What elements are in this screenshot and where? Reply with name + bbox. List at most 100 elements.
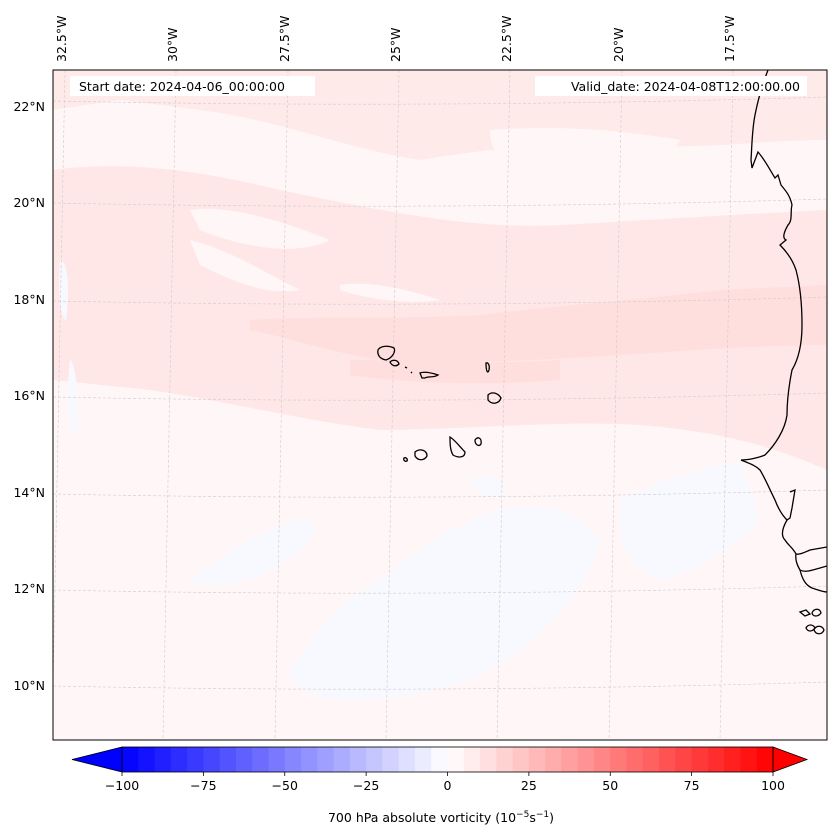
colorbar-segment [756, 747, 774, 772]
colorbar-segments [122, 747, 774, 772]
colorbar-segment [642, 747, 660, 772]
colorbar-segment [707, 747, 725, 772]
lon-label-17-5w: 17.5°W [722, 16, 737, 62]
meridian-line [719, 70, 734, 740]
field-neg-4 [470, 475, 506, 497]
island-sao-vicente [389, 359, 400, 367]
colorbar-segment [724, 747, 741, 772]
island-brava [403, 457, 408, 462]
colorbar-ticks: −100 −75 −50 −25 0 25 50 75 100 [105, 772, 785, 793]
field-gap-2 [190, 240, 300, 292]
field-gap-3 [490, 128, 680, 180]
island-branco [410, 371, 413, 374]
colorbar-segment [447, 747, 465, 772]
island-sal [485, 362, 490, 373]
lat-label-10n: 10°N [13, 678, 45, 693]
colorbar-segment [252, 747, 269, 772]
colorbar-tick-label: 75 [684, 778, 700, 793]
colorbar-segment [235, 747, 253, 772]
parallel-line [53, 96, 827, 105]
colorbar-segment [496, 747, 514, 772]
colorbar-label-exp1: −5 [516, 810, 529, 820]
lat-label-12n: 12°N [13, 581, 45, 596]
colorbar-segment [187, 747, 204, 772]
colorbar-tick-label: −75 [190, 778, 216, 793]
meridian-line [496, 70, 511, 740]
lon-label-32-5w: 32.5°W [54, 16, 69, 62]
vorticity-field [53, 70, 827, 740]
colorbar-label: 700 hPa absolute vorticity (10−5s−1) [328, 810, 554, 825]
colorbar-segment [740, 747, 758, 772]
colorbar-tick-label: 50 [602, 778, 618, 793]
start-date-box [70, 76, 315, 96]
parallel-line [53, 681, 827, 690]
parallel-line [53, 585, 827, 594]
colorbar-segment [170, 747, 188, 772]
field-gap-4 [340, 283, 440, 302]
senegal-coastline [740, 459, 827, 555]
field-neg-5 [59, 260, 68, 320]
lat-label-18n: 18°N [13, 292, 45, 307]
colorbar-label-end: ) [549, 810, 554, 825]
lon-label-27-5w: 27.5°W [277, 16, 292, 62]
colorbar-segment [154, 747, 172, 772]
island-sao-nicolau [419, 371, 440, 379]
gridlines [53, 70, 827, 740]
start-date-label: Start date: 2024-04-06_00:00:00 [79, 79, 285, 94]
colorbar-label-main: 700 hPa absolute vorticity (10 [328, 810, 516, 825]
lat-label-20n: 20°N [13, 195, 45, 210]
colorbar-segment [203, 747, 221, 772]
lon-label-22-5w: 22.5°W [499, 16, 514, 62]
parallel-line [53, 489, 827, 498]
lat-label-14n: 14°N [13, 485, 45, 500]
colorbar-segment [528, 747, 546, 772]
lat-label-16n: 16°N [13, 388, 45, 403]
island-santo-antao [377, 345, 396, 361]
colorbar-extend-high [772, 746, 809, 773]
field-neg-2 [290, 506, 600, 700]
colorbar-segment [463, 747, 481, 772]
field-gap-1 [190, 209, 330, 249]
colorbar: −100 −75 −50 −25 0 25 50 75 100 700 hPa absolute… [71, 746, 809, 825]
colorbar-segment [512, 747, 530, 772]
colorbar-label-exp2: −1 [536, 810, 549, 820]
colorbar-segment [480, 747, 497, 772]
colorbar-segment [349, 747, 367, 772]
guinea-bissau-coast [799, 569, 827, 593]
colorbar-segment [659, 747, 676, 772]
colorbar-segment [691, 747, 709, 772]
island-boa-vista [487, 392, 502, 404]
lon-label-25w: 25°W [388, 27, 403, 62]
colorbar-tick-label: −100 [105, 778, 139, 793]
meridian-line [385, 70, 400, 740]
colorbar-tick-label: −50 [272, 778, 298, 793]
colorbar-segment [593, 747, 611, 772]
island-santiago [449, 435, 466, 458]
colorbar-segment [284, 747, 302, 772]
colorbar-segment [398, 747, 416, 772]
island-maio [474, 437, 482, 447]
colorbar-segment [268, 747, 286, 772]
lon-label-20w: 20°W [611, 27, 626, 62]
colorbar-tick-label: 25 [521, 778, 537, 793]
colorbar-segment [219, 747, 237, 772]
meridian-line [608, 70, 623, 740]
lon-label-30w: 30°W [165, 27, 180, 62]
parallel-line [53, 296, 827, 305]
colorbar-extend-low [71, 746, 123, 773]
map-frame [52, 69, 828, 741]
valid-date-label: Valid_date: 2024-04-08T12:00:00.00 [571, 79, 800, 94]
colorbar-segment [138, 747, 156, 772]
colorbar-tick-label: 0 [444, 778, 452, 793]
colorbar-segment [414, 747, 432, 772]
island-santa-luzia [404, 366, 408, 369]
colorbar-segment [301, 747, 318, 772]
colorbar-segment [675, 747, 693, 772]
colorbar-label-mid: s [529, 810, 536, 825]
colorbar-segment [610, 747, 628, 772]
field-band-strong [250, 285, 827, 363]
parallel-line [53, 198, 827, 207]
parallel-line [53, 392, 827, 401]
valid-date-box [535, 76, 807, 96]
